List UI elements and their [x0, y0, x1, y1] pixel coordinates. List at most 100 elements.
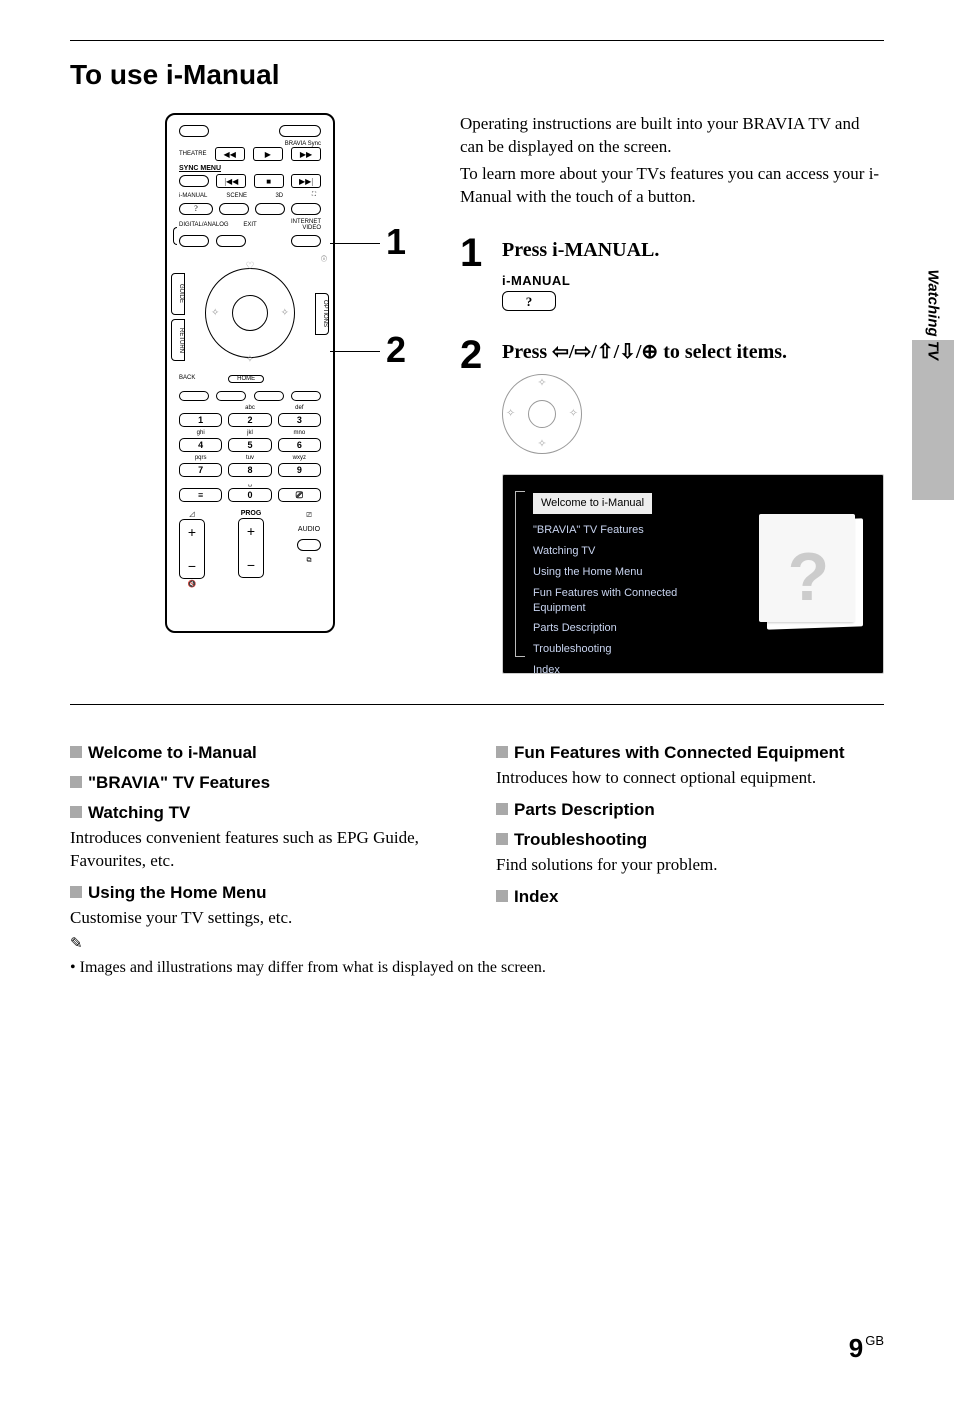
- remote-left-icon: ✧: [211, 308, 219, 319]
- remote-scene-label: SCENE: [222, 193, 252, 199]
- side-tab-label: Watching TV: [925, 269, 942, 360]
- section-heading: Parts Description: [496, 800, 884, 820]
- remote-power-icon: [279, 125, 321, 137]
- callout-1: 1: [386, 221, 406, 263]
- section-heading: Troubleshooting: [496, 830, 884, 850]
- remote-iv-btn: [291, 235, 321, 247]
- callout-2: 2: [386, 329, 406, 371]
- remote-ff-icon: ▶▶: [291, 147, 321, 161]
- ss-item: Index: [533, 660, 713, 681]
- screenshot-bracket: [515, 491, 525, 657]
- remote-scene-btn: [219, 203, 249, 215]
- numsub-6: mno: [278, 430, 321, 438]
- remote-dpad-area: GUIDE RETURN OPTIONS ♡ ✧ ✧ ✧ ⓘ: [179, 253, 321, 373]
- step-1-number: 1: [460, 233, 488, 312]
- remote-exit-label: EXIT: [235, 222, 265, 228]
- section-heading: Index: [496, 887, 884, 907]
- ss-item: Parts Description: [533, 618, 713, 639]
- page-number-value: 9: [849, 1333, 863, 1363]
- dpad-illustration: ✧ ✧ ✧ ✧: [502, 374, 582, 454]
- remote-iv-label: INTERNET VIDEO: [277, 219, 321, 231]
- remote-return-tab: RETURN: [171, 319, 185, 361]
- remote-prog-label: PROG: [241, 510, 262, 517]
- remote-yellow-btn: [254, 391, 284, 401]
- num-8: 8: [228, 463, 271, 477]
- numsub-8: tuv: [228, 455, 271, 463]
- remote-wide-btn: [291, 203, 321, 215]
- remote-imanual-btn: ?: [179, 203, 213, 215]
- top-rule: [70, 40, 884, 41]
- section-heading: Watching TV: [70, 803, 458, 823]
- num-7: 7: [179, 463, 222, 477]
- ss-selected-item: Welcome to i-Manual: [533, 493, 652, 514]
- num-9: 9: [278, 463, 321, 477]
- footnote-text: Images and illustrations may differ from…: [80, 959, 546, 976]
- step-2-title: Press ⇦/⇨/⇧/⇩/⊕ to select items.: [502, 339, 884, 366]
- remote-da-btn: [179, 235, 209, 247]
- dpad-left-icon: ✧: [506, 407, 515, 422]
- upper-section: BRAVIA Sync THEATRE ◀◀ ▶ ▶▶ SYNC MENU |◀…: [70, 113, 884, 705]
- numsub-5: jkl: [228, 430, 271, 438]
- numsub-4: ghi: [179, 430, 222, 438]
- dpad-up-icon: ✧: [537, 376, 546, 391]
- step-1: 1 Press i-MANUAL. i-MANUAL ?: [460, 233, 884, 312]
- book-question-mark: ?: [788, 532, 830, 624]
- remote-red-btn: [179, 391, 209, 401]
- remote-mute-icon: 🔇: [188, 580, 197, 588]
- step-2-number: 2: [460, 335, 488, 674]
- num-6: 6: [278, 438, 321, 452]
- remote-input-icon: [179, 125, 209, 137]
- lower-left-column: Welcome to i-Manual "BRAVIA" TV Features…: [70, 733, 458, 953]
- remote-imanual-label: i-MANUAL: [179, 193, 209, 199]
- num-3: 3: [278, 413, 321, 427]
- remote-3d-label: 3D: [264, 193, 294, 199]
- remote-stop-icon: ■: [254, 174, 284, 188]
- imanual-button-icon: ?: [502, 291, 556, 311]
- remote-audio-btn: [297, 539, 321, 551]
- ss-item: Fun Features with Connected Equipment: [533, 583, 713, 619]
- remote-blue-btn: [291, 391, 321, 401]
- ss-item: Using the Home Menu: [533, 562, 713, 583]
- remote-play-icon: ▶: [253, 147, 283, 161]
- remote-home-label: HOME: [228, 375, 264, 383]
- num-4: 4: [179, 438, 222, 452]
- num-subtitle-icon: ⎚: [278, 488, 321, 502]
- remote-numpad: 1 abc2 def3 ghi4 jkl5 mno6 pqrs7 tuv8 wx…: [179, 405, 321, 502]
- num-1: 1: [179, 413, 222, 427]
- ss-item: "BRAVIA" TV Features: [533, 520, 713, 541]
- ss-item: Troubleshooting: [533, 639, 713, 660]
- remote-next-icon: ▶▶|: [291, 174, 321, 188]
- remote-illustration: BRAVIA Sync THEATRE ◀◀ ▶ ▶▶ SYNC MENU |◀…: [165, 113, 335, 633]
- remote-prev-icon: |◀◀: [216, 174, 246, 188]
- page-title: To use i-Manual: [70, 59, 884, 91]
- imanual-button-label: i-MANUAL: [502, 272, 884, 290]
- numsub-1: [179, 405, 222, 413]
- remote-down-icon: ✧: [246, 354, 254, 365]
- remote-syncmenu-btn: [179, 175, 209, 187]
- section-heading: Fun Features with Connected Equipment: [496, 743, 884, 763]
- section-paragraph: Find solutions for your problem.: [496, 854, 884, 877]
- dpad-down-icon: ✧: [537, 437, 546, 452]
- remote-green-btn: [216, 391, 246, 401]
- imanual-screenshot: Welcome to i-Manual "BRAVIA" TV Features…: [502, 474, 884, 674]
- remote-theatre-label: THEATRE: [179, 151, 207, 157]
- instructions-column: Operating instructions are built into yo…: [460, 113, 884, 674]
- footnote: • Images and illustrations may differ fr…: [70, 959, 884, 977]
- numsub-9: wxyz: [278, 455, 321, 463]
- intro-paragraph-1: Operating instructions are built into yo…: [460, 113, 884, 159]
- section-paragraph: Customise your TV settings, etc.: [70, 907, 458, 930]
- book-icon: ?: [743, 514, 863, 634]
- remote-exit-btn: [216, 235, 246, 247]
- remote-pip-icon: ⧉: [307, 557, 312, 565]
- remote-info-icon: ⓘ: [321, 257, 327, 263]
- section-paragraph: Introduces convenient features such as E…: [70, 827, 458, 873]
- remote-volume-rocker: +−: [179, 519, 205, 579]
- num-0: 0: [228, 488, 271, 502]
- num-2: 2: [228, 413, 271, 427]
- remote-right-icon: ✧: [281, 308, 289, 319]
- remote-3d-btn: [255, 203, 285, 215]
- remote-wide-icon: ⛶: [307, 192, 321, 199]
- lower-right-column: Fun Features with Connected Equipment In…: [496, 733, 884, 953]
- note-icon: ✎: [70, 934, 458, 953]
- page-number-suffix: GB: [865, 1333, 884, 1348]
